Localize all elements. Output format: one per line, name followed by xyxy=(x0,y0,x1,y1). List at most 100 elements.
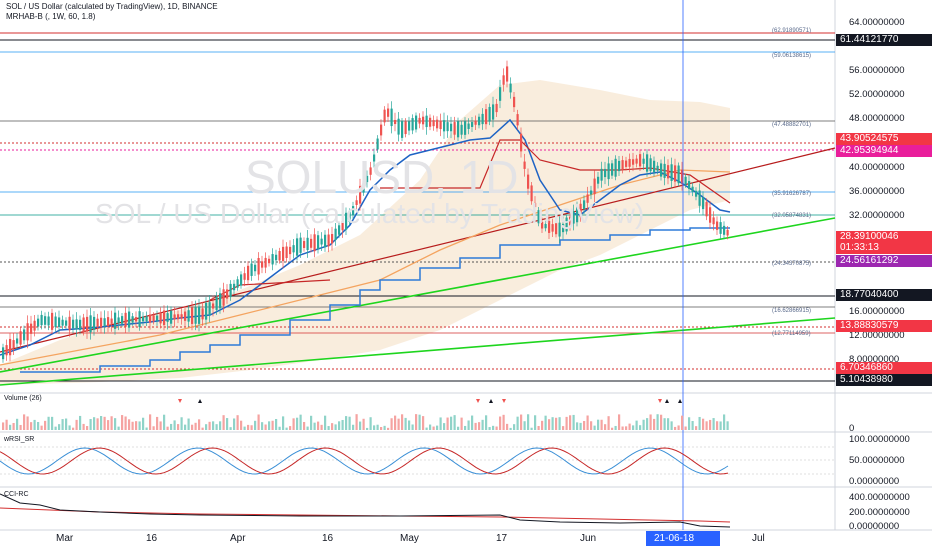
volume-bars xyxy=(2,414,729,430)
volume-bar xyxy=(352,424,355,430)
wrsi-pane-label[interactable]: wRSI_SR xyxy=(4,436,35,443)
volume-bar xyxy=(656,414,659,430)
candle-body xyxy=(597,176,600,184)
candle-body xyxy=(481,113,484,125)
candle-body xyxy=(338,225,341,235)
volume-bar xyxy=(432,426,435,430)
candle-body xyxy=(499,87,502,101)
volume-bar xyxy=(198,419,201,430)
volume-bar xyxy=(464,425,467,430)
volume-bar xyxy=(446,417,449,430)
volume-bar xyxy=(541,420,544,430)
candle-body xyxy=(495,103,498,113)
candle-body xyxy=(618,160,621,172)
volume-bar xyxy=(19,424,22,430)
volume-bar xyxy=(611,427,614,430)
candle-body xyxy=(86,316,89,332)
volume-bar xyxy=(495,426,498,430)
volume-bar xyxy=(222,415,225,430)
volume-bar xyxy=(373,425,376,430)
candle-body xyxy=(530,185,533,202)
volume-bar xyxy=(345,416,348,430)
candle-body xyxy=(352,206,355,215)
candle-body xyxy=(695,190,698,197)
volume-pane-label[interactable]: Volume (26) xyxy=(4,395,42,402)
countdown-tag: 01:33:13 xyxy=(836,242,932,254)
candle-body xyxy=(247,265,250,281)
volume-bar xyxy=(600,419,603,430)
volume-bar xyxy=(569,415,572,430)
volume-bar xyxy=(9,424,12,430)
candle-body xyxy=(369,167,372,175)
volume-bar xyxy=(625,426,628,430)
candle-body xyxy=(684,176,687,185)
price-tag: 43.90524575 xyxy=(836,133,932,145)
volume-bar xyxy=(191,424,194,430)
candle-body xyxy=(537,210,540,224)
candle-body xyxy=(205,302,208,320)
volume-bar xyxy=(173,420,176,430)
candle-body xyxy=(660,163,663,177)
candle-body xyxy=(411,118,414,131)
candle-body xyxy=(236,279,239,288)
volume-bar xyxy=(170,423,173,430)
candle-body xyxy=(359,185,362,204)
candle-body xyxy=(600,168,603,181)
candle-body xyxy=(145,316,148,322)
candle-body xyxy=(373,154,376,162)
volume-bar xyxy=(250,425,253,430)
volume-bar xyxy=(719,421,722,430)
candle-body xyxy=(208,302,211,316)
candle-body xyxy=(212,303,215,309)
volume-bar xyxy=(415,414,418,430)
candle-body xyxy=(250,263,253,276)
last-price-tag: 28.39100046 xyxy=(836,231,932,243)
volume-bar xyxy=(58,424,61,430)
candle-body xyxy=(586,194,589,203)
volume-bar xyxy=(474,422,477,430)
candle-body xyxy=(75,319,78,330)
candle-body xyxy=(698,190,701,206)
volume-bar xyxy=(677,425,680,430)
volume-bar xyxy=(502,414,505,430)
time-axis-label: Jun xyxy=(580,533,597,544)
candle-body xyxy=(96,318,99,328)
candle-body xyxy=(348,211,351,222)
volume-bar xyxy=(488,427,491,430)
volume-bar xyxy=(726,421,729,430)
candle-body xyxy=(670,164,673,181)
candle-body xyxy=(478,116,481,126)
level-label: (32.05874831) xyxy=(772,213,812,219)
volume-bar xyxy=(33,419,36,430)
level-label: (35.91626787) xyxy=(772,191,812,197)
candle-body xyxy=(656,165,659,171)
cci-pane-label[interactable]: CCI-RC xyxy=(4,491,29,498)
candle-body xyxy=(12,340,15,349)
candle-body xyxy=(569,216,572,226)
volume-bar xyxy=(327,426,330,430)
candle-body xyxy=(464,121,467,135)
level-label: (24.34370875) xyxy=(772,261,812,267)
volume-bar xyxy=(26,416,29,430)
candle-body xyxy=(82,317,85,332)
candle-body xyxy=(390,108,393,127)
volume-bar xyxy=(579,422,582,430)
candle-body xyxy=(173,314,176,320)
candle-body xyxy=(702,197,705,210)
volume-bar xyxy=(586,415,589,430)
wrsi-axis-label: 0.00000000 xyxy=(849,476,900,487)
cci-axis-label: 400.00000000 xyxy=(849,492,910,503)
candle-body xyxy=(509,83,512,93)
candle-body xyxy=(397,118,400,135)
volume-bar xyxy=(338,421,341,430)
candle-body xyxy=(317,235,320,250)
candle-body xyxy=(72,319,75,329)
candle-body xyxy=(26,323,29,341)
wrsi-axis-label: 50.00000000 xyxy=(849,455,905,466)
volume-bar xyxy=(82,423,85,430)
volume-bar xyxy=(688,417,691,430)
candle-body xyxy=(142,316,145,322)
volume-bar xyxy=(709,419,712,430)
candle-body xyxy=(422,116,425,125)
